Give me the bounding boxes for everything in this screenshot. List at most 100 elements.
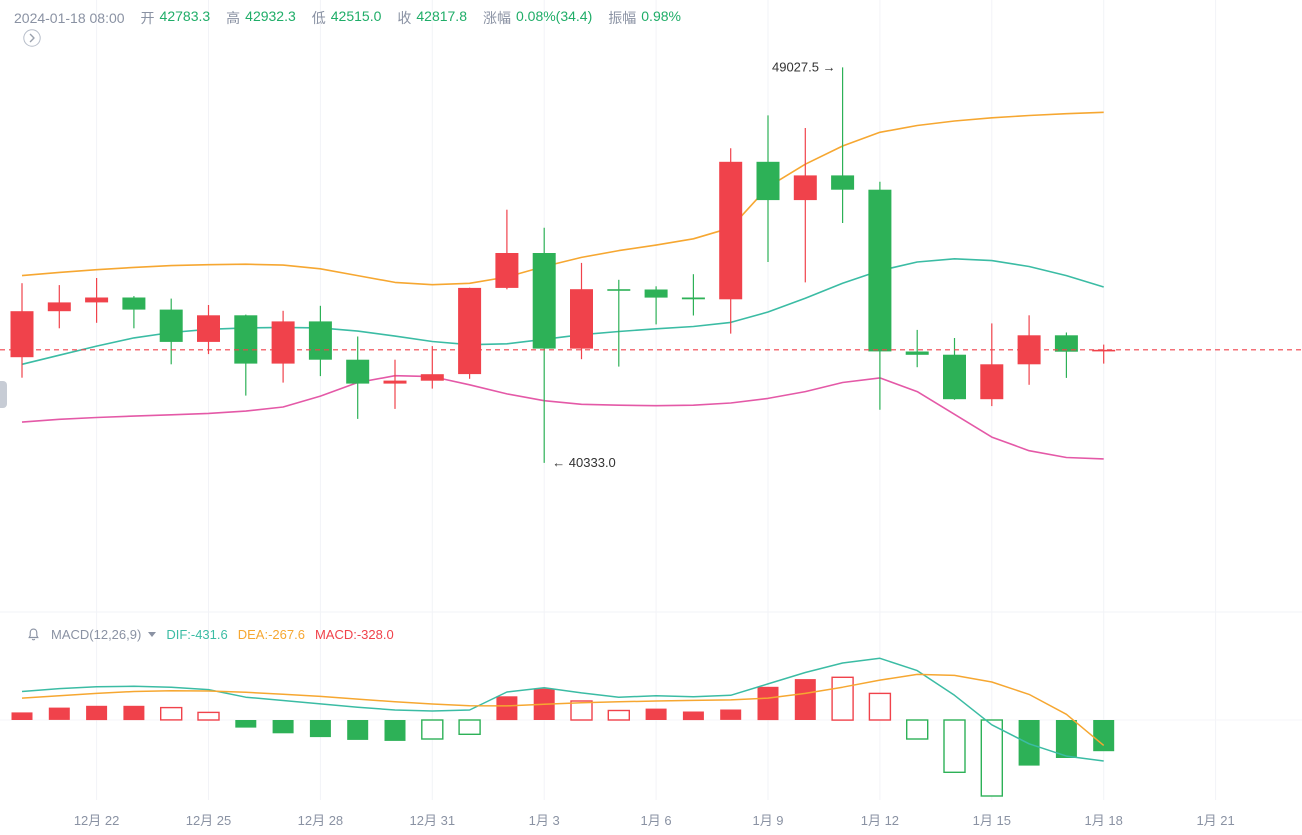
high-annotation: 49027.5 → (772, 59, 836, 74)
candle-down (644, 289, 668, 298)
macd-bar (159, 706, 183, 721)
macd-bar (123, 705, 145, 721)
chevron-right-icon (23, 29, 41, 47)
macd-bar (757, 686, 779, 721)
macd-bar (720, 709, 742, 720)
candle-up (420, 374, 444, 381)
x-axis-label: 12月 22 (73, 813, 120, 828)
candle-down (943, 354, 966, 400)
open-value: 42783.3 (159, 8, 211, 24)
change-field: 涨幅 0.08%(34.4) (483, 8, 592, 28)
macd-bar (607, 709, 630, 721)
macd-bar (1093, 720, 1115, 752)
change-label: 涨幅 (482, 10, 511, 26)
boll-upper-line (21, 111, 1104, 286)
candle-up (271, 321, 295, 364)
candle-up (197, 315, 220, 342)
macd-bar (645, 708, 667, 720)
expand-toolbar-button[interactable] (23, 29, 41, 47)
amplitude-field: 振幅 0.98% (608, 8, 681, 28)
macd-bar (347, 720, 369, 740)
x-axis-label: 1月 6 (640, 813, 672, 828)
x-axis-label: 12月 31 (409, 813, 456, 828)
macd-bar (794, 679, 816, 720)
macd-value: MACD:-328.0 (314, 627, 394, 642)
candle-up (570, 289, 593, 349)
candle-down (122, 297, 146, 310)
x-axis-label: 1月 15 (972, 813, 1011, 828)
boll-middle-line (21, 257, 1104, 366)
left-panel-handle[interactable] (0, 381, 7, 408)
boll-lower-line (21, 374, 1104, 460)
macd-bar (421, 719, 444, 740)
close-field: 收 42817.8 (397, 8, 467, 28)
candle-down (905, 351, 929, 355)
x-axis-label: 1月 3 (528, 813, 560, 828)
candle-down (346, 359, 370, 384)
candle-down (868, 189, 892, 352)
macd-bar (1018, 720, 1040, 766)
close-value: 42817.8 (416, 8, 467, 24)
high-value: 42932.3 (245, 8, 296, 24)
high-label: 高 (226, 10, 241, 26)
candle-up (85, 297, 109, 303)
macd-bar (48, 707, 70, 720)
low-value: 42515.0 (330, 8, 382, 24)
alert-bell-icon[interactable] (26, 627, 41, 642)
x-axis-label: 1月 12 (860, 813, 900, 828)
x-axis-label: 12月 28 (297, 813, 344, 828)
macd-bar (458, 719, 481, 736)
macd-title[interactable]: MACD(12,26,9) (51, 627, 142, 642)
candle-down (234, 315, 258, 364)
candle-down (159, 309, 183, 342)
candle-down (756, 161, 780, 201)
dif-value: DIF:-431.6 (166, 627, 228, 642)
macd-bar (570, 700, 593, 721)
macd-bar (1055, 720, 1077, 758)
macd-bar (682, 711, 704, 721)
candle-up (980, 364, 1004, 400)
macd-bar (272, 720, 294, 734)
macd-indicator-header: MACD(12,26,9) DIF:-431.6 DEA:-267.6 MACD… (26, 627, 394, 642)
macd-dif-line (21, 657, 1104, 762)
time-axis[interactable]: 12月 22 12月 25 12月 28 12月 31 1月 3 1月 6 1月 9 1月 1… (0, 810, 1302, 832)
macd-bar (831, 676, 854, 721)
macd-bar (496, 696, 518, 721)
macd-dea-line (21, 673, 1105, 746)
chevron-down-icon[interactable] (148, 632, 157, 637)
candle-up (1092, 349, 1116, 352)
candle-up (47, 302, 71, 312)
candle-up (793, 175, 817, 201)
macd-bar (309, 720, 331, 738)
candle-down (1054, 335, 1078, 352)
close-label: 收 (397, 10, 412, 26)
macd-bar (384, 720, 406, 741)
high-field: 高 42932.3 (226, 8, 296, 28)
macd-bar (86, 705, 108, 721)
x-axis-label: 1月 9 (752, 813, 784, 828)
candle-down (831, 175, 855, 190)
dea-value: DEA:-267.6 (237, 627, 305, 642)
low-label: 低 (311, 10, 326, 26)
macd-bar (868, 692, 892, 721)
candle-up (10, 311, 34, 358)
open-field: 开 42783.3 (141, 8, 211, 28)
low-annotation: ← 40333.0 (552, 455, 616, 470)
candle-down (681, 297, 705, 300)
low-field: 低 42515.0 (312, 8, 382, 28)
candle-down (308, 321, 332, 360)
candle-up (495, 253, 519, 288)
macd-bar (197, 711, 220, 721)
open-label: 开 (140, 10, 155, 26)
macd-bar (980, 719, 1003, 797)
x-axis-label: 1月 21 (1196, 813, 1235, 828)
x-axis-label: 1月 18 (1084, 813, 1123, 828)
macd-bar (906, 719, 929, 740)
candles-group (10, 67, 1116, 463)
candle-timestamp: 2024-01-18 08:00 (14, 10, 125, 26)
candle-up (458, 287, 482, 375)
candle-down (607, 289, 631, 291)
candle-up (383, 380, 407, 384)
candle-up (719, 161, 743, 300)
